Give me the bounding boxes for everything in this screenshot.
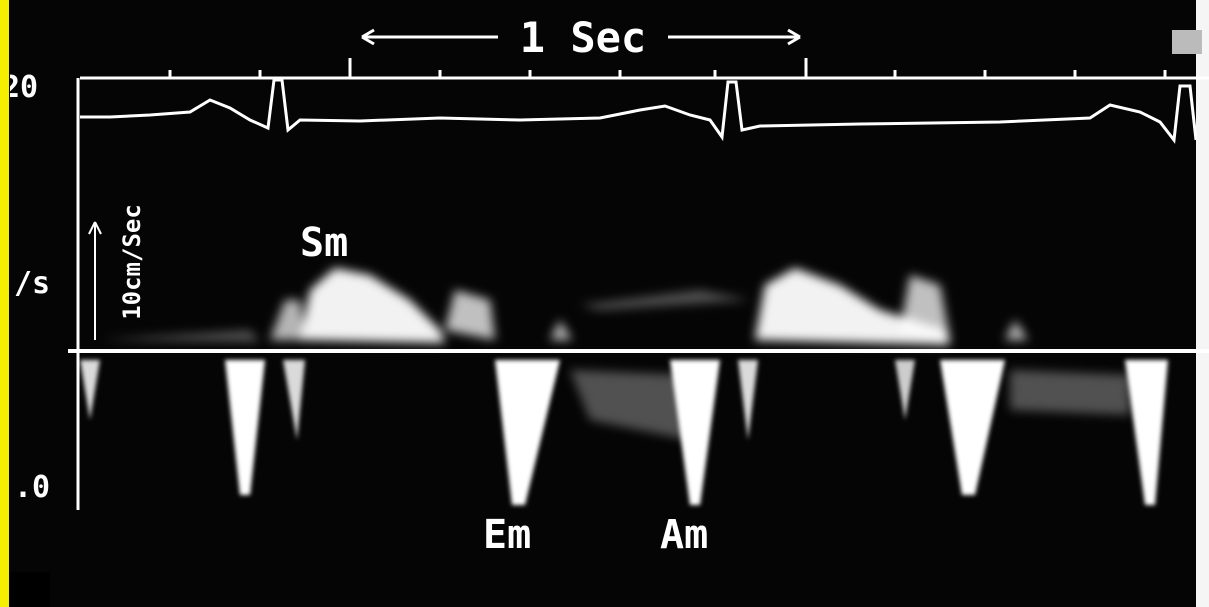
wave-label: Em	[483, 512, 531, 558]
corner-box	[10, 572, 50, 607]
right-border	[1196, 0, 1209, 607]
wave-label: Sm	[300, 220, 348, 266]
velocity-scale-label: 10cm/Sec	[118, 204, 146, 320]
doppler-image: 1 Sec 20 /s .0	[0, 0, 1209, 607]
left-border	[0, 0, 9, 607]
time-scale-label: 1 Sec	[520, 13, 646, 62]
corner-icon	[1172, 30, 1202, 54]
axis-label: /s	[14, 266, 50, 301]
wave-label: Am	[660, 512, 708, 558]
axis-label: .0	[14, 470, 50, 505]
